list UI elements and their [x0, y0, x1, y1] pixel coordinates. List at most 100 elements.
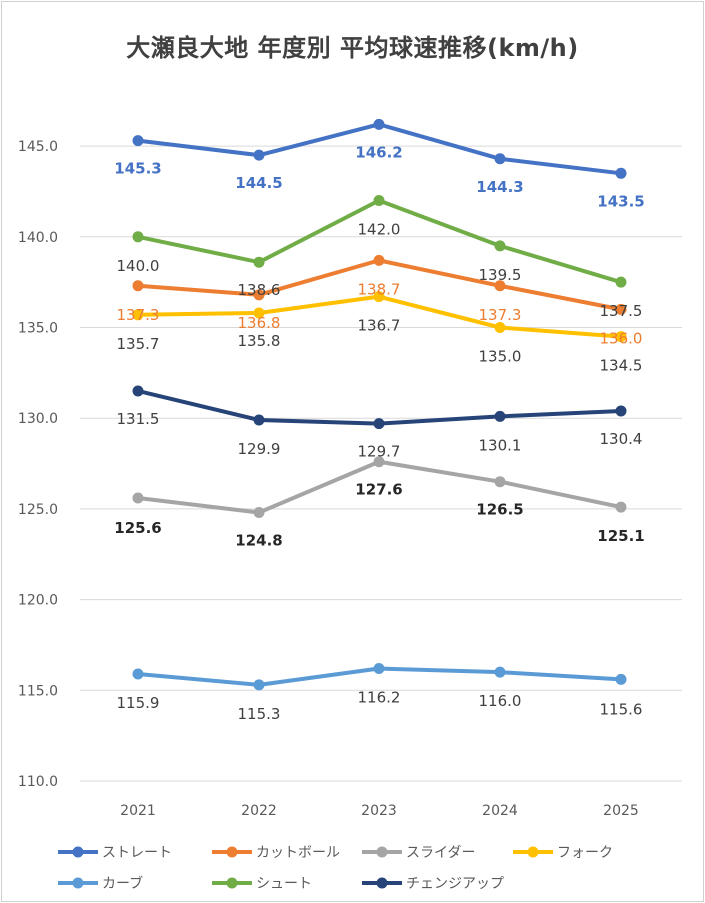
data-point [494, 666, 506, 678]
x-tick-label: 2024 [482, 803, 518, 819]
data-label: 135.8 [238, 332, 281, 350]
data-label: 146.2 [355, 143, 402, 161]
data-label: 116.2 [358, 689, 401, 707]
data-label: 137.5 [600, 302, 643, 320]
data-label: 145.3 [114, 160, 161, 178]
data-point [494, 153, 506, 165]
data-point [615, 276, 627, 288]
data-label: 125.6 [114, 519, 161, 537]
data-point [373, 254, 385, 266]
data-label: 126.5 [476, 501, 523, 519]
data-point [373, 195, 385, 207]
legend-label: ストレート [102, 845, 172, 861]
data-label: 140.0 [117, 257, 160, 275]
data-point [615, 331, 627, 343]
legend-label: カーブ [102, 875, 143, 892]
y-tick-label: 130.0 [18, 411, 58, 427]
data-label: 144.3 [476, 178, 523, 196]
y-tick-label: 110.0 [18, 774, 58, 790]
data-point [132, 492, 144, 504]
data-label: 138.7 [358, 280, 401, 298]
data-label: 115.6 [600, 700, 643, 718]
legend-marker [376, 877, 388, 889]
series-line [136, 198, 623, 285]
y-tick-label: 140.0 [18, 230, 58, 246]
data-point [373, 418, 385, 430]
data-point [253, 289, 265, 301]
data-point [132, 231, 144, 243]
chart-title: 大瀬良大地 年度別 平均球速推移(km/h) [126, 34, 579, 62]
data-point [253, 307, 265, 319]
y-tick-label: 145.0 [18, 139, 58, 155]
data-point [373, 291, 385, 303]
data-label: 124.8 [235, 532, 282, 550]
data-point [615, 167, 627, 179]
data-label: 135.7 [117, 335, 160, 353]
y-tick-label: 115.0 [18, 683, 58, 699]
data-point [494, 240, 506, 252]
data-point [253, 149, 265, 161]
data-label: 134.5 [600, 357, 643, 375]
data-label: 137.3 [479, 306, 522, 324]
data-point [494, 410, 506, 422]
gridlines [80, 145, 682, 782]
data-point [494, 476, 506, 488]
data-label: 143.5 [597, 192, 644, 210]
y-tick-label: 135.0 [18, 321, 58, 337]
data-label: 129.7 [358, 443, 401, 461]
legend-label: スライダー [406, 845, 475, 861]
data-label: 127.6 [355, 481, 402, 499]
data-point [132, 668, 144, 680]
data-labels: 145.3 144.5 146.2 144.3 143.5 137.3 136.8 138.7… [114, 143, 644, 723]
legend-marker [376, 846, 388, 858]
legend-marker [72, 846, 84, 858]
data-label: 136.7 [358, 317, 401, 335]
data-point [253, 414, 265, 426]
data-point [615, 673, 627, 685]
data-point [615, 303, 627, 315]
data-label: 136.0 [600, 329, 643, 347]
data-point [253, 256, 265, 268]
legend-label: カットボール [256, 845, 340, 861]
data-label: 130.4 [600, 430, 643, 448]
x-tick-label: 2022 [241, 803, 277, 819]
data-label: 116.0 [479, 692, 522, 710]
data-point [373, 663, 385, 675]
data-point [253, 679, 265, 691]
x-axis-tick-labels: 2021 2022 2023 2024 2025 [120, 803, 639, 819]
data-label: 125.1 [597, 527, 644, 545]
legend-label: チェンジアップ [406, 876, 504, 892]
data-label: 131.5 [117, 410, 160, 428]
data-label: 136.8 [238, 314, 281, 332]
data-point [373, 118, 385, 130]
x-tick-label: 2021 [120, 803, 156, 819]
y-tick-label: 125.0 [18, 502, 58, 518]
data-point [132, 135, 144, 147]
data-label: 130.1 [479, 436, 522, 454]
data-point [615, 405, 627, 417]
data-point [132, 309, 144, 321]
data-point [494, 322, 506, 333]
series-lines [132, 118, 627, 691]
legend-label: フォーク [557, 845, 613, 861]
data-label: 137.3 [117, 306, 160, 324]
x-tick-label: 2025 [603, 803, 639, 819]
data-label: 115.3 [238, 705, 281, 723]
data-label: 139.5 [479, 266, 522, 284]
data-label: 129.9 [238, 440, 281, 458]
data-label: 138.6 [238, 281, 281, 299]
data-point [253, 507, 265, 519]
data-label: 115.9 [117, 694, 160, 712]
legend-label: シュート [256, 876, 312, 892]
y-axis-tick-labels: 110.0 115.0 120.0 125.0 130.0 135.0 140.0 145.0 [18, 139, 58, 790]
legend-marker [226, 877, 238, 889]
data-point [494, 280, 506, 292]
data-label: 135.0 [479, 348, 522, 366]
data-point [132, 280, 144, 292]
legend-marker [226, 846, 238, 858]
legend-marker [527, 846, 539, 858]
data-label: 144.5 [235, 174, 282, 192]
